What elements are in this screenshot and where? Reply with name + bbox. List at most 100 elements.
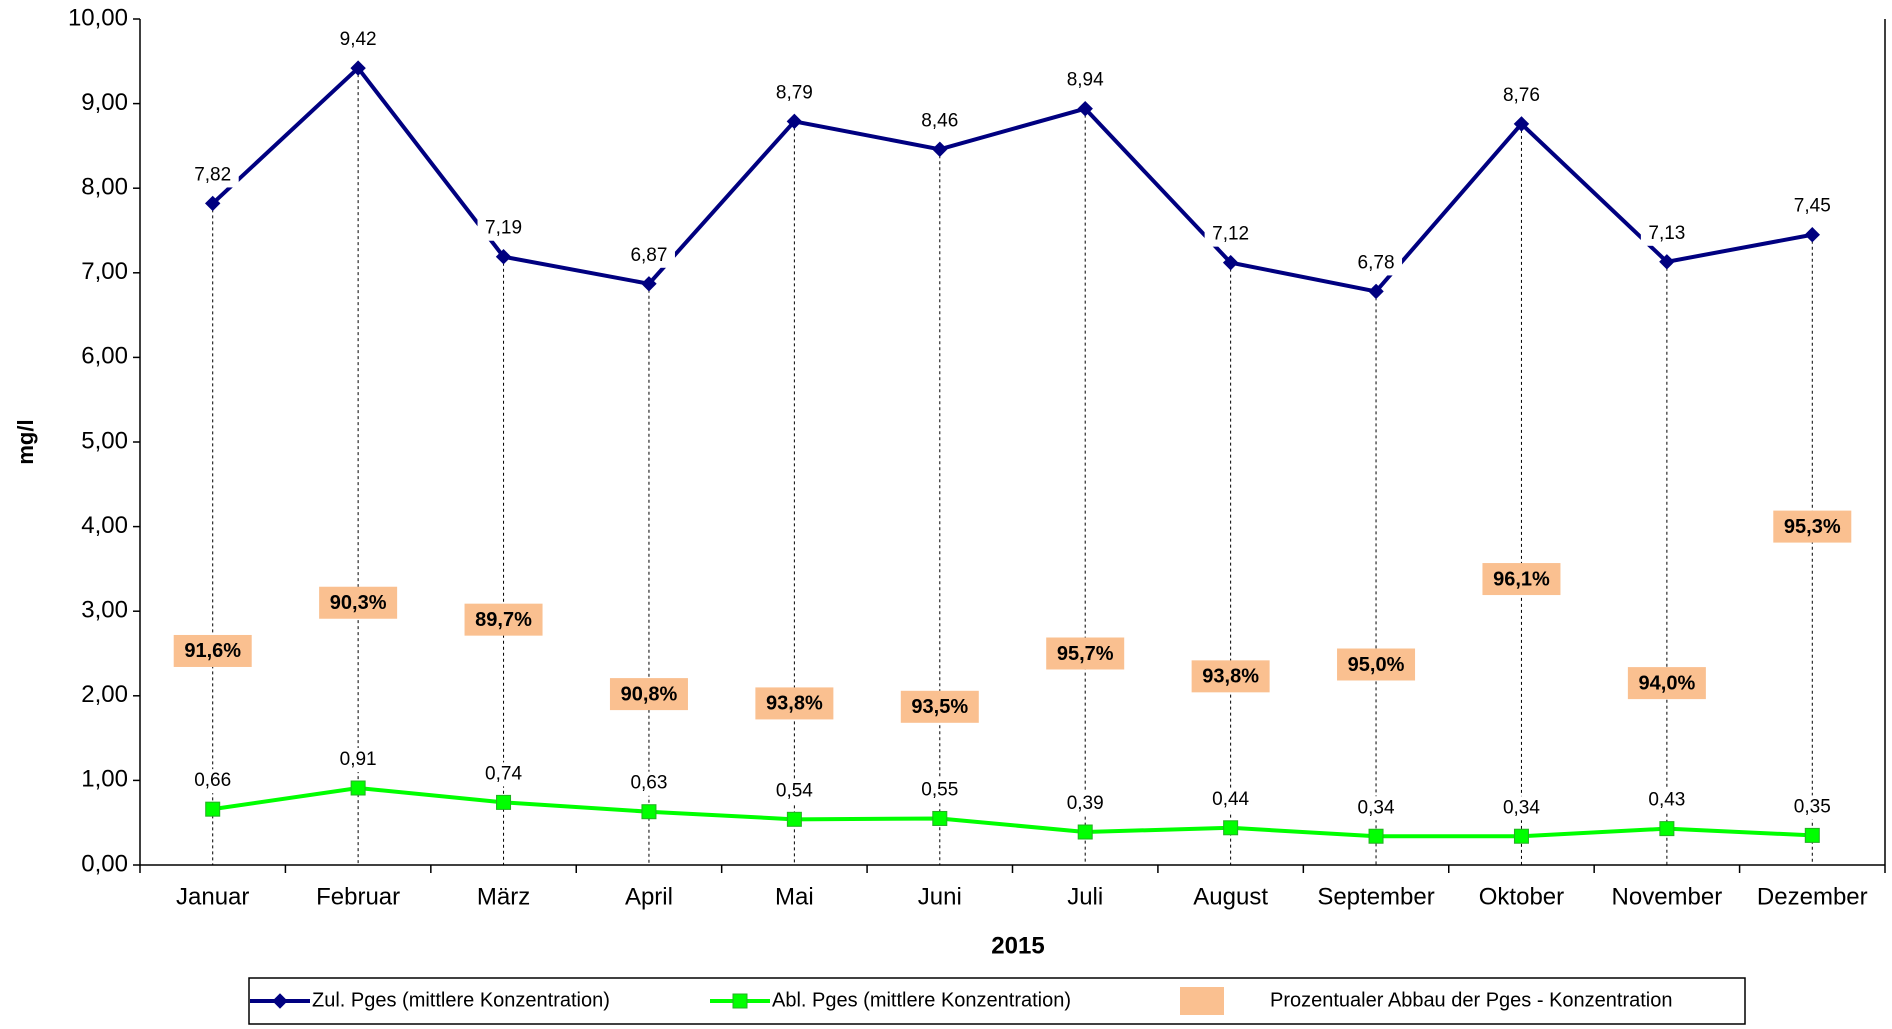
value-label: 0,74: [485, 763, 522, 784]
y-tick-label: 7,00: [81, 258, 128, 285]
value-label-bg: [1059, 792, 1112, 817]
x-tick-label: April: [625, 883, 673, 910]
value-label-bg: [768, 779, 821, 804]
legend-swatch: [1180, 987, 1224, 1015]
x-tick-label: März: [477, 883, 530, 910]
point: [786, 811, 802, 827]
value-label: 0,66: [194, 770, 231, 791]
x-tick-label: Januar: [176, 883, 249, 910]
percent-label: 93,8%: [1202, 666, 1259, 688]
value-label-bg: [332, 748, 385, 773]
value-label: 0,35: [1794, 796, 1831, 817]
y-tick-label: 3,00: [81, 597, 128, 624]
x-tick-label: Juli: [1067, 883, 1103, 910]
percent-box: [900, 690, 979, 723]
value-label-bg: [1059, 68, 1112, 93]
legend-label: Zul. Pges (mittlere Konzentration): [312, 989, 610, 1011]
percent-label: 93,5%: [911, 696, 968, 718]
y-tick-label: 5,00: [81, 427, 128, 454]
x-tick-label: Dezember: [1757, 883, 1868, 910]
y-tick-label: 1,00: [81, 766, 128, 793]
value-label: 6,78: [1358, 252, 1395, 273]
percent-label: 95,3%: [1784, 516, 1841, 538]
percent-label: 89,7%: [475, 609, 532, 631]
value-label-bg: [622, 243, 675, 268]
point: [1804, 827, 1820, 843]
value-label-bg: [186, 769, 239, 794]
point: [496, 794, 512, 810]
y-tick-label: 10,00: [68, 4, 128, 31]
point: [350, 780, 366, 796]
point: [1513, 828, 1529, 844]
legend-marker: [272, 993, 288, 1009]
value-label: 0,91: [340, 749, 377, 770]
point: [1659, 254, 1675, 270]
value-label-bg: [186, 163, 239, 188]
x-tick-label: Februar: [316, 883, 400, 910]
point: [1077, 100, 1093, 117]
series-line: [212, 785, 1813, 839]
point: [350, 60, 366, 76]
value-label-bg: [1204, 787, 1257, 812]
value-label: 7,45: [1794, 196, 1831, 217]
point: [1804, 227, 1820, 243]
value-label-bg: [1204, 222, 1257, 247]
percent-box: [609, 678, 688, 711]
percent-label: 90,3%: [330, 592, 387, 614]
legend-marker: [732, 993, 748, 1009]
value-label-bg: [332, 28, 385, 53]
value-label-bg: [1786, 194, 1839, 219]
value-label: 0,55: [921, 779, 958, 800]
value-label: 8,94: [1067, 70, 1104, 91]
point: [932, 141, 948, 157]
percent-box: [319, 586, 398, 619]
series-line: [211, 65, 1813, 294]
percent-label: 95,7%: [1057, 643, 1114, 665]
percent-box: [173, 634, 252, 667]
percent-box: [755, 687, 834, 720]
x-tick-label: August: [1193, 883, 1268, 910]
value-label-bg: [1786, 795, 1839, 820]
value-label: 7,19: [485, 218, 522, 239]
value-label: 0,39: [1067, 793, 1104, 814]
y-tick-label: 6,00: [81, 343, 128, 370]
value-label: 8,46: [921, 110, 958, 131]
point: [1222, 254, 1239, 271]
point: [1077, 824, 1093, 840]
percent-label: 96,1%: [1493, 568, 1550, 590]
legend-label: Prozentualer Abbau der Pges - Konzentrat…: [1270, 989, 1672, 1011]
percent-label: 95,0%: [1348, 654, 1405, 676]
y-tick-label: 8,00: [81, 174, 128, 201]
value-label-bg: [1495, 796, 1548, 821]
point: [641, 804, 657, 820]
y-tick-label: 4,00: [81, 512, 128, 539]
value-label-bg: [1495, 83, 1548, 108]
percent-label: 94,0%: [1639, 672, 1696, 694]
value-label: 8,76: [1503, 85, 1540, 106]
percent-box: [464, 603, 543, 636]
value-label-bg: [913, 109, 966, 134]
point: [1659, 821, 1675, 837]
value-label: 7,82: [194, 164, 231, 185]
value-label: 0,34: [1358, 797, 1395, 818]
value-label: 9,42: [340, 29, 377, 50]
value-label: 0,44: [1212, 789, 1249, 810]
value-label-bg: [1350, 251, 1403, 276]
point: [205, 801, 221, 817]
x-tick-label: Oktober: [1479, 883, 1564, 910]
point: [1368, 828, 1384, 844]
value-label: 8,79: [776, 82, 813, 103]
y-tick-label: 9,00: [81, 89, 128, 116]
percent-box: [1482, 563, 1561, 596]
point: [786, 113, 803, 130]
value-label-bg: [1640, 221, 1693, 246]
x-axis-label: 2015: [991, 932, 1044, 959]
value-label-bg: [622, 771, 675, 796]
percent-label: 90,8%: [621, 683, 678, 705]
point: [1223, 820, 1239, 836]
value-label-bg: [1350, 796, 1403, 821]
value-label-bg: [913, 778, 966, 803]
value-label: 6,87: [630, 245, 667, 266]
x-tick-label: Juni: [918, 883, 962, 910]
